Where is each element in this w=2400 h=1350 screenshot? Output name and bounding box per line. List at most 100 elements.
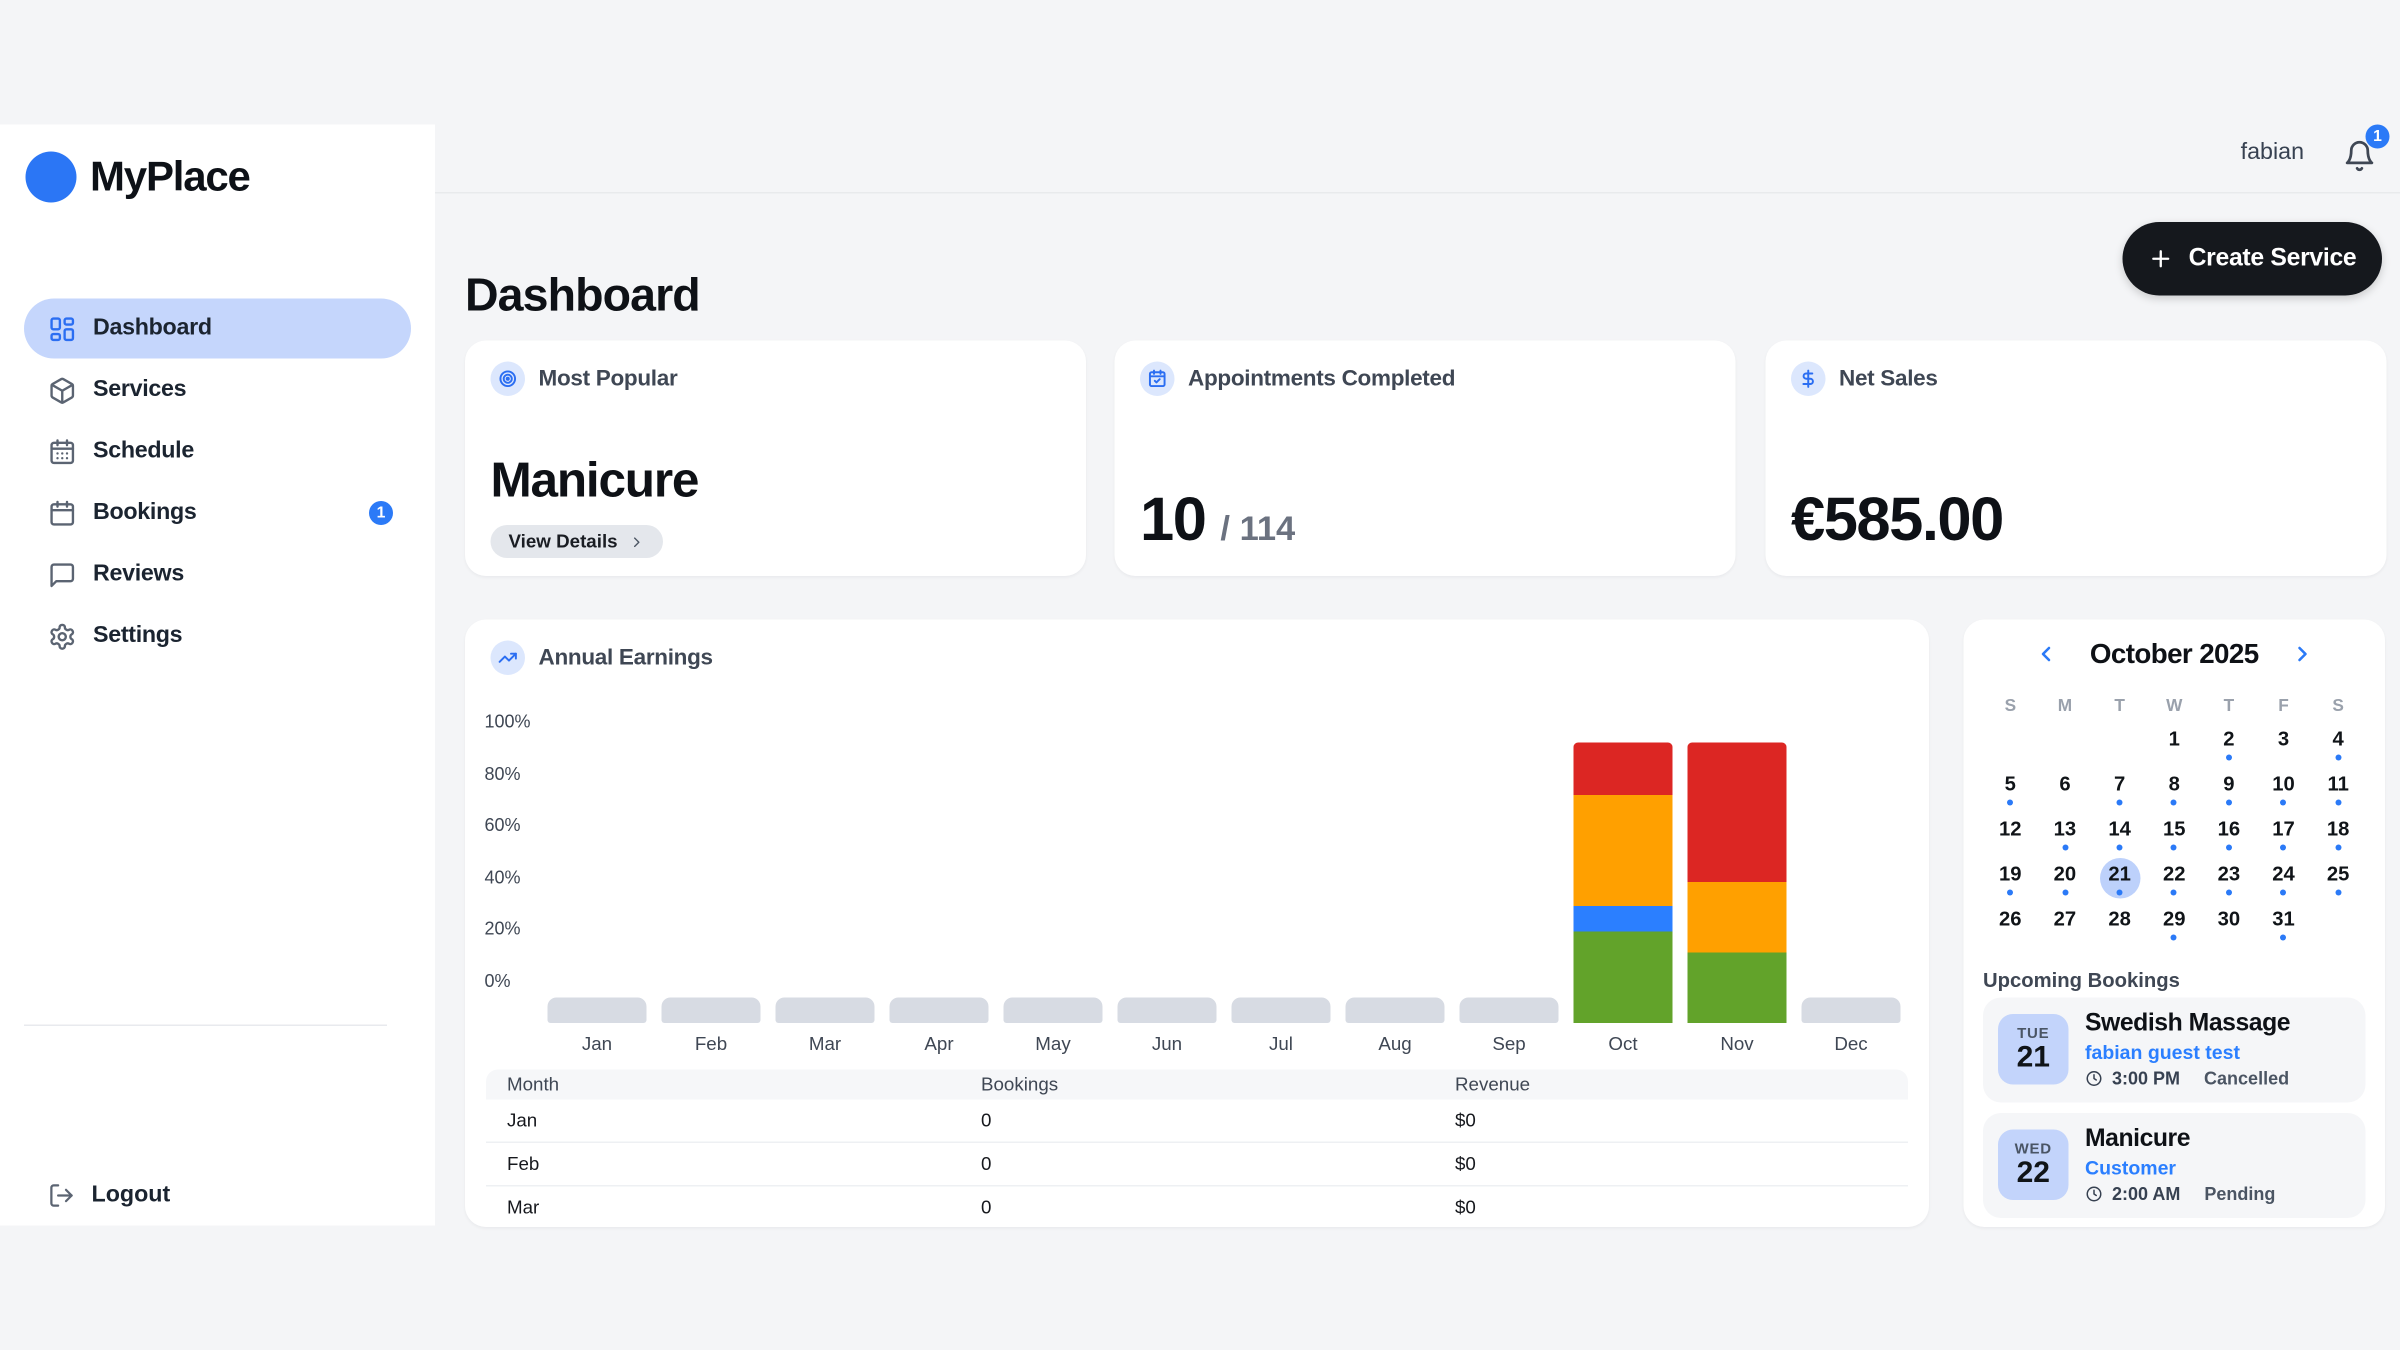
calendar-day-4[interactable]: 4: [2311, 725, 2366, 770]
table-cell: $0: [1434, 1185, 1908, 1227]
booking-customer-link[interactable]: Customer: [2085, 1156, 2177, 1180]
sidebar: MyPlace Dashboard Services Schedule Booking…: [0, 124, 435, 1226]
calendar-day-27[interactable]: 27: [2038, 905, 2093, 950]
booking-dot: [2225, 889, 2232, 896]
empty-month-bar: [1459, 997, 1559, 1023]
sidebar-item-services[interactable]: Services: [24, 360, 411, 420]
calendar-day-14[interactable]: 14: [2092, 815, 2147, 860]
booking-dot: [2225, 799, 2232, 806]
bookings-count-badge: 1: [369, 501, 393, 525]
calendar-day-2[interactable]: 2: [2202, 725, 2257, 770]
sidebar-item-schedule[interactable]: Schedule: [24, 422, 411, 482]
layout-dashboard-icon: [50, 316, 75, 341]
sidebar-item-label: Dashboard: [93, 315, 212, 341]
booking-dot: [2225, 754, 2232, 761]
booking-meta: 3:00 PM Cancelled: [2085, 1068, 2289, 1089]
table-cell: Feb: [486, 1142, 960, 1187]
calendar-day-9[interactable]: 9: [2202, 770, 2257, 815]
calendar-day-19[interactable]: 19: [1983, 860, 2038, 905]
calendar-day-12[interactable]: 12: [1983, 815, 2038, 860]
calendar-day-13[interactable]: 13: [2038, 815, 2093, 860]
day-number: 5: [2004, 772, 2016, 796]
day-number: 2: [2223, 727, 2235, 751]
sidebar-item-dashboard[interactable]: Dashboard: [24, 298, 411, 359]
calendar-day-8[interactable]: 8: [2147, 770, 2202, 815]
bar-segment-green: [1687, 952, 1787, 1023]
sidebar-nav: Dashboard Services Schedule Bookings 1 Review…: [24, 298, 411, 668]
earnings-table: Month Bookings Revenue Jan 0 $0 Feb 0 $0 Mar 0 $0: [486, 1069, 1908, 1227]
y-axis-tick: 0%: [484, 970, 511, 992]
calendar-day-31[interactable]: 31: [2256, 905, 2311, 950]
x-axis-label: Sep: [1492, 1033, 1526, 1055]
logout-button[interactable]: Logout: [48, 1182, 170, 1209]
calendar-day-20[interactable]: 20: [2038, 860, 2093, 905]
day-number: 16: [2217, 817, 2241, 841]
booking-dot: [2171, 889, 2178, 896]
appointments-total: / 114: [1220, 508, 1296, 548]
chevron-right-icon: [633, 537, 640, 548]
calendar-check-icon: [1148, 369, 1166, 388]
bar-segment-orange: [1573, 794, 1673, 906]
calendar-month-title: October 2025: [2089, 637, 2259, 670]
booking-customer-link[interactable]: fabian guest test: [2085, 1041, 2240, 1064]
booking-dot: [2061, 889, 2068, 896]
table-cell: 0: [960, 1185, 1434, 1227]
booking-item[interactable]: TUE 21 Swedish Massage fabian guest test 3:0…: [1983, 997, 2366, 1103]
calendar-week-row: 5 6 7 8 9 10 11: [1983, 770, 2366, 815]
calendar-day-26[interactable]: 26: [1983, 905, 2038, 950]
day-number: 28: [2108, 907, 2131, 931]
brand-logo: MyPlace: [25, 151, 251, 203]
calendar-day-5[interactable]: 5: [1983, 770, 2038, 815]
booking-item[interactable]: WED 22 Manicure Customer 2:00 AM Pending: [1983, 1113, 2366, 1218]
calendar-day-16[interactable]: 16: [2202, 815, 2257, 860]
package-icon: [50, 376, 75, 404]
sidebar-item-settings[interactable]: Settings: [24, 606, 411, 666]
x-axis-label: Nov: [1720, 1033, 1754, 1055]
booking-dot: [2007, 799, 2014, 806]
booking-dot: [2335, 754, 2342, 761]
calendar-day-10[interactable]: 10: [2256, 770, 2311, 815]
calendar-day-7[interactable]: 7: [2092, 770, 2147, 815]
calendar-empty-cell: [1983, 725, 2038, 770]
notifications-button[interactable]: 1: [2343, 124, 2390, 172]
chevron-left-icon: [2042, 646, 2051, 662]
day-number: 8: [2168, 772, 2180, 796]
table-cell: 0: [960, 1142, 1434, 1187]
calendar-day-6[interactable]: 6: [2038, 770, 2093, 815]
calendar-day-18[interactable]: 18: [2311, 815, 2366, 860]
calendar-day-3[interactable]: 3: [2256, 725, 2311, 770]
calendar-day-11[interactable]: 11: [2311, 770, 2366, 815]
empty-month-bar: [547, 997, 647, 1023]
bar-slot-sep: [1452, 997, 1566, 1023]
calendar-next-button[interactable]: [2289, 641, 2316, 668]
calendar-day-24[interactable]: 24: [2256, 860, 2311, 905]
bell-icon: [2345, 140, 2374, 172]
calendar-day-28[interactable]: 28: [2092, 905, 2147, 950]
booking-dot: [2280, 934, 2287, 941]
calendar-day-15[interactable]: 15: [2147, 815, 2202, 860]
day-number: 21: [2108, 862, 2131, 886]
calendar-day-30[interactable]: 30: [2202, 905, 2257, 950]
calendar-day-21[interactable]: 21: [2092, 858, 2147, 905]
sidebar-item-bookings[interactable]: Bookings 1: [24, 483, 411, 543]
calendar-day-23[interactable]: 23: [2202, 860, 2257, 905]
calendar-day-17[interactable]: 17: [2256, 815, 2311, 860]
calendar-day-29[interactable]: 29: [2147, 905, 2202, 950]
calendar-day-22[interactable]: 22: [2147, 860, 2202, 905]
bar-slot-jul: [1224, 997, 1338, 1023]
sidebar-item-reviews[interactable]: Reviews: [24, 545, 411, 605]
calendar-day-1[interactable]: 1: [2147, 725, 2202, 770]
top-bar: fabian 1: [2241, 124, 2390, 174]
booking-time: 2:00 AM: [2112, 1183, 2181, 1205]
empty-month-bar: [889, 997, 989, 1023]
create-service-button[interactable]: Create Service: [2122, 222, 2382, 296]
bar-slot-jan: [540, 997, 654, 1023]
bar-slot-jun: [1110, 997, 1224, 1023]
day-number: 9: [2223, 772, 2235, 796]
upcoming-bookings-title: Upcoming Bookings: [1983, 969, 2180, 992]
view-details-button[interactable]: View Details: [490, 525, 663, 558]
calendar-prev-button[interactable]: [2033, 641, 2060, 668]
x-axis-label: Apr: [924, 1033, 954, 1055]
calendar-day-25[interactable]: 25: [2311, 860, 2366, 905]
